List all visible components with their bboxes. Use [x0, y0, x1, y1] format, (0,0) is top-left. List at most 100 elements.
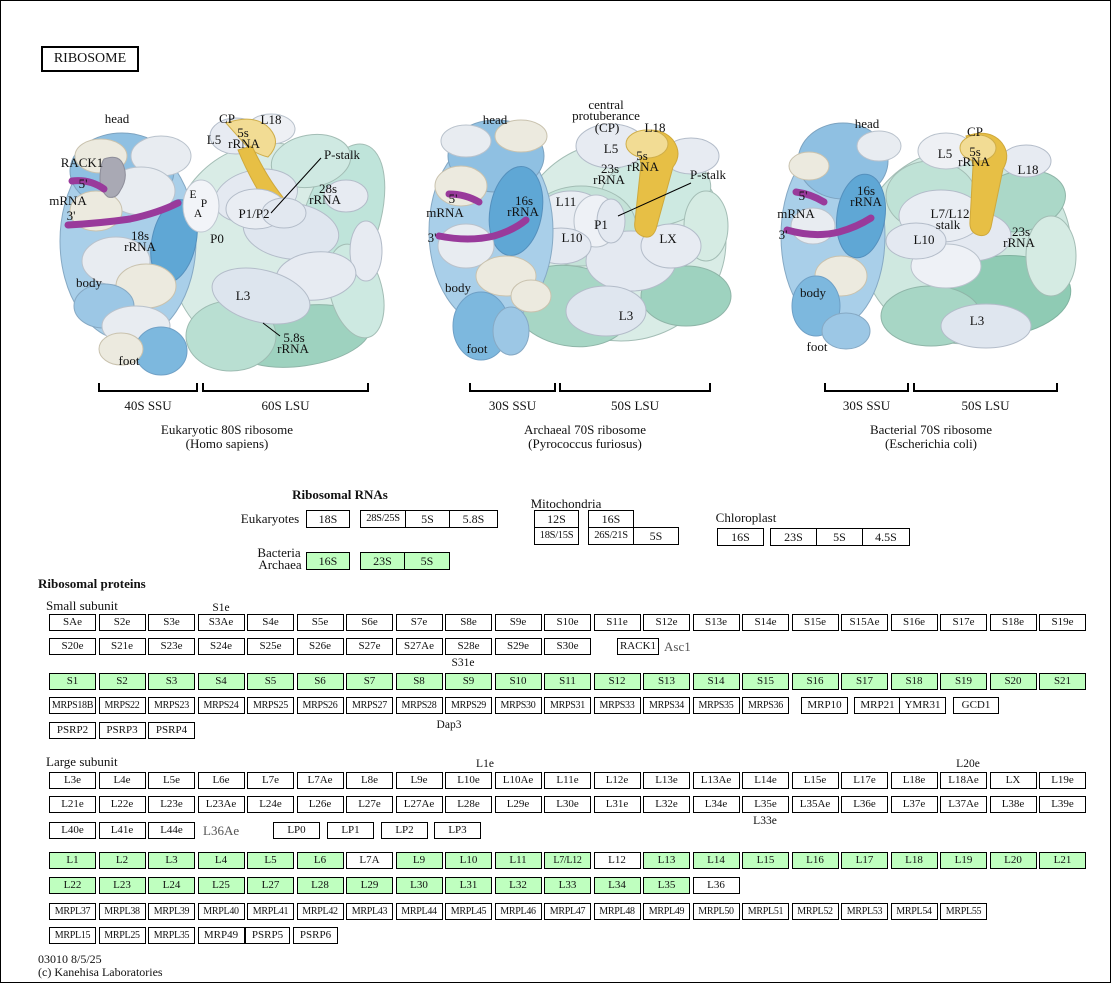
gene-box-s17e[interactable]: S17e [940, 614, 987, 631]
gene-box-l39e[interactable]: L39e [1039, 796, 1086, 813]
gene-box-l30e[interactable]: L30e [544, 796, 591, 813]
gene-box-l36e[interactable]: L36e [841, 796, 888, 813]
rna-box-16s[interactable]: 16S [717, 528, 764, 546]
gene-box-s10e[interactable]: S10e [544, 614, 591, 631]
gene-box-l2[interactable]: L2 [98, 852, 146, 869]
gene-box-l24e[interactable]: L24e [247, 796, 294, 813]
gene-box-l15[interactable]: L15 [742, 852, 789, 869]
gene-box-l28e[interactable]: L28e [445, 796, 492, 813]
gene-box-mrpl54[interactable]: MRPL54 [890, 903, 938, 920]
gene-box-s15[interactable]: S15 [742, 673, 789, 690]
rna-box-23s[interactable]: 23S [360, 552, 405, 570]
gene-box-s19e[interactable]: S19e [1039, 614, 1086, 631]
gene-box-l38e[interactable]: L38e [989, 796, 1037, 813]
gene-box-s20e[interactable]: S20e [49, 638, 96, 655]
gene-box-s25e[interactable]: S25e [247, 638, 294, 655]
gene-box-l14[interactable]: L14 [692, 852, 740, 869]
gene-box-mrpl45[interactable]: MRPL45 [445, 903, 492, 920]
gene-box-mrps23[interactable]: MRPS23 [148, 697, 195, 714]
rna-box-28s-25s[interactable]: 28S/25S [360, 510, 406, 528]
rna-box-5s[interactable]: 5S [816, 528, 863, 546]
gene-box-s13[interactable]: S13 [643, 673, 690, 690]
rna-box-5s[interactable]: 5S [404, 552, 450, 570]
gene-box-psrp5[interactable]: PSRP5 [245, 927, 290, 944]
gene-box-mrpl47[interactable]: MRPL47 [544, 903, 591, 920]
gene-box-l16[interactable]: L16 [791, 852, 839, 869]
gene-box-ymr31[interactable]: YMR31 [899, 697, 946, 714]
gene-box-s11[interactable]: S11 [544, 673, 591, 690]
gene-box-l10[interactable]: L10 [445, 852, 492, 869]
gene-box-l3e[interactable]: L3e [49, 772, 96, 789]
gene-box-s7[interactable]: S7 [346, 673, 393, 690]
gene-box-l15e[interactable]: L15e [791, 772, 839, 789]
gene-box-l33[interactable]: L33 [544, 877, 591, 894]
gene-box-l29[interactable]: L29 [346, 877, 393, 894]
gene-box-l8e[interactable]: L8e [346, 772, 393, 789]
gene-box-mrpl43[interactable]: MRPL43 [346, 903, 393, 920]
gene-box-l34[interactable]: L34 [593, 877, 641, 894]
gene-box-lp0[interactable]: LP0 [273, 822, 320, 839]
gene-box-s18e[interactable]: S18e [989, 614, 1037, 631]
gene-box-l41e[interactable]: L41e [98, 822, 146, 839]
gene-box-s9[interactable]: S9 [445, 673, 492, 690]
gene-box-s14e[interactable]: S14e [742, 614, 789, 631]
gene-box-s19[interactable]: S19 [940, 673, 987, 690]
gene-box-s9e[interactable]: S9e [494, 614, 542, 631]
gene-box-mrps35[interactable]: MRPS35 [692, 697, 740, 714]
gene-box-l7a[interactable]: L7A [346, 852, 393, 869]
gene-box-l18ae[interactable]: L18Ae [940, 772, 987, 789]
gene-box-l12[interactable]: L12 [593, 852, 641, 869]
gene-box-mrps30[interactable]: MRPS30 [494, 697, 542, 714]
gene-box-s20[interactable]: S20 [989, 673, 1037, 690]
gene-box-s2[interactable]: S2 [98, 673, 146, 690]
rna-box-5s[interactable]: 5S [405, 510, 450, 528]
gene-box-l4[interactable]: L4 [197, 852, 245, 869]
gene-box-mrps36[interactable]: MRPS36 [742, 697, 789, 714]
gene-box-s23e[interactable]: S23e [148, 638, 195, 655]
gene-box-l13[interactable]: L13 [643, 852, 690, 869]
gene-box-s17[interactable]: S17 [841, 673, 888, 690]
rna-box-12s[interactable]: 12S [534, 510, 579, 528]
gene-box-mrpl40[interactable]: MRPL40 [197, 903, 245, 920]
gene-box-rack1[interactable]: RACK1 [617, 638, 659, 655]
gene-box-s13e[interactable]: S13e [692, 614, 740, 631]
gene-box-s4[interactable]: S4 [197, 673, 245, 690]
gene-box-s5e[interactable]: S5e [296, 614, 344, 631]
gene-box-l13ae[interactable]: L13Ae [692, 772, 740, 789]
gene-box-l17e[interactable]: L17e [841, 772, 888, 789]
gene-box-mrpl15[interactable]: MRPL15 [49, 927, 96, 944]
gene-box-s5[interactable]: S5 [247, 673, 294, 690]
gene-box-mrps25[interactable]: MRPS25 [247, 697, 294, 714]
gene-box-l19e[interactable]: L19e [1039, 772, 1086, 789]
gene-box-mrpl25[interactable]: MRPL25 [98, 927, 146, 944]
rna-box-5.8s[interactable]: 5.8S [449, 510, 498, 528]
gene-box-l36[interactable]: L36 [692, 877, 740, 894]
gene-box-l37e[interactable]: L37e [890, 796, 938, 813]
gene-box-l19[interactable]: L19 [940, 852, 987, 869]
gene-box-mrps34[interactable]: MRPS34 [643, 697, 690, 714]
gene-box-mrpl49[interactable]: MRPL49 [643, 903, 690, 920]
gene-box-l34e[interactable]: L34e [692, 796, 740, 813]
gene-box-l24[interactable]: L24 [148, 877, 195, 894]
gene-box-l1[interactable]: L1 [49, 852, 96, 869]
gene-box-l13e[interactable]: L13e [643, 772, 690, 789]
gene-box-mrpl38[interactable]: MRPL38 [98, 903, 146, 920]
gene-box-l9e[interactable]: L9e [395, 772, 443, 789]
gene-box-l26e[interactable]: L26e [296, 796, 344, 813]
gene-box-s18[interactable]: S18 [890, 673, 938, 690]
gene-box-l31e[interactable]: L31e [593, 796, 641, 813]
gene-box-psrp6[interactable]: PSRP6 [293, 927, 338, 944]
gene-box-l6[interactable]: L6 [296, 852, 344, 869]
gene-box-s1[interactable]: S1 [49, 673, 96, 690]
gene-box-l31[interactable]: L31 [445, 877, 492, 894]
gene-box-mrpl39[interactable]: MRPL39 [148, 903, 195, 920]
gene-box-l18[interactable]: L18 [890, 852, 938, 869]
gene-box-mrpl55[interactable]: MRPL55 [940, 903, 987, 920]
gene-box-mrp21[interactable]: MRP21 [854, 697, 901, 714]
gene-box-l27[interactable]: L27 [247, 877, 294, 894]
gene-box-l10ae[interactable]: L10Ae [494, 772, 542, 789]
gene-box-mrps24[interactable]: MRPS24 [197, 697, 245, 714]
gene-box-mrp10[interactable]: MRP10 [801, 697, 848, 714]
gene-box-mrpl37[interactable]: MRPL37 [49, 903, 96, 920]
gene-box-l4e[interactable]: L4e [98, 772, 146, 789]
